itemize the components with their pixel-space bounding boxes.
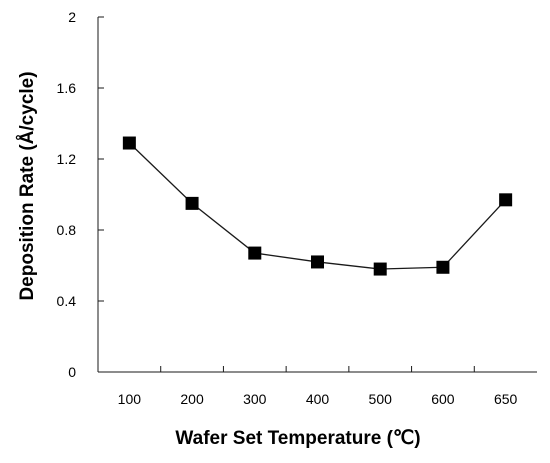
y-tick-labels: 0 0.4 0.8 1.2 1.6 2 <box>57 9 77 380</box>
data-point-marker <box>248 246 262 260</box>
y-tick-label: 0.8 <box>57 222 77 238</box>
data-point-marker <box>311 255 324 269</box>
data-point-marker <box>373 262 387 276</box>
y-tick-label: 0.4 <box>57 293 77 309</box>
x-tick-label: 300 <box>243 391 267 407</box>
data-point-marker <box>499 193 513 207</box>
data-point-marker <box>185 196 199 210</box>
x-tick-label: 100 <box>118 391 142 407</box>
data-point-marker <box>122 136 136 150</box>
y-tick-label: 0 <box>68 364 76 380</box>
y-tick-label: 2 <box>68 9 76 25</box>
x-tick-label: 500 <box>369 391 393 407</box>
x-axis-label: Wafer Set Temperature (℃) <box>175 428 420 449</box>
x-tick-label: 600 <box>431 391 455 407</box>
y-tick-label: 1.2 <box>57 151 77 167</box>
data-markers <box>122 136 513 276</box>
axes <box>97 16 537 373</box>
y-axis-label: Deposition Rate (Å/cycle) <box>17 71 38 300</box>
x-tick-label: 650 <box>494 391 518 407</box>
y-tick-label: 1.6 <box>57 80 77 96</box>
x-tick-label: 400 <box>306 391 330 407</box>
x-tick-labels: 100 200 300 400 500 600 650 <box>118 391 518 407</box>
data-point-marker <box>436 260 450 274</box>
x-tick-label: 200 <box>180 391 204 407</box>
